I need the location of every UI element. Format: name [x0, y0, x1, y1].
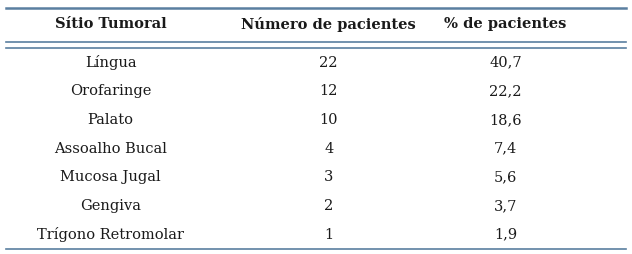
Text: 3,7: 3,7	[494, 199, 517, 213]
Text: 3: 3	[324, 170, 333, 184]
Text: 22,2: 22,2	[489, 84, 522, 98]
Text: 18,6: 18,6	[489, 113, 522, 127]
Text: Palato: Palato	[88, 113, 133, 127]
Text: 4: 4	[324, 141, 333, 156]
Text: 7,4: 7,4	[494, 141, 517, 156]
Text: Mucosa Jugal: Mucosa Jugal	[60, 170, 161, 184]
Text: Número de pacientes: Número de pacientes	[241, 17, 416, 32]
Text: 1,9: 1,9	[494, 228, 517, 242]
Text: 1: 1	[324, 228, 333, 242]
Text: Assoalho Bucal: Assoalho Bucal	[54, 141, 167, 156]
Text: Trígono Retromolar: Trígono Retromolar	[37, 227, 184, 242]
Text: Orofaringe: Orofaringe	[70, 84, 151, 98]
Text: 2: 2	[324, 199, 333, 213]
Text: Língua: Língua	[85, 55, 137, 70]
Text: 12: 12	[319, 84, 338, 98]
Text: 10: 10	[319, 113, 338, 127]
Text: Gengiva: Gengiva	[80, 199, 141, 213]
Text: Sítio Tumoral: Sítio Tumoral	[55, 17, 166, 31]
Text: 40,7: 40,7	[489, 56, 522, 70]
Text: 22: 22	[319, 56, 338, 70]
Text: 5,6: 5,6	[494, 170, 517, 184]
Text: % de pacientes: % de pacientes	[444, 17, 567, 31]
